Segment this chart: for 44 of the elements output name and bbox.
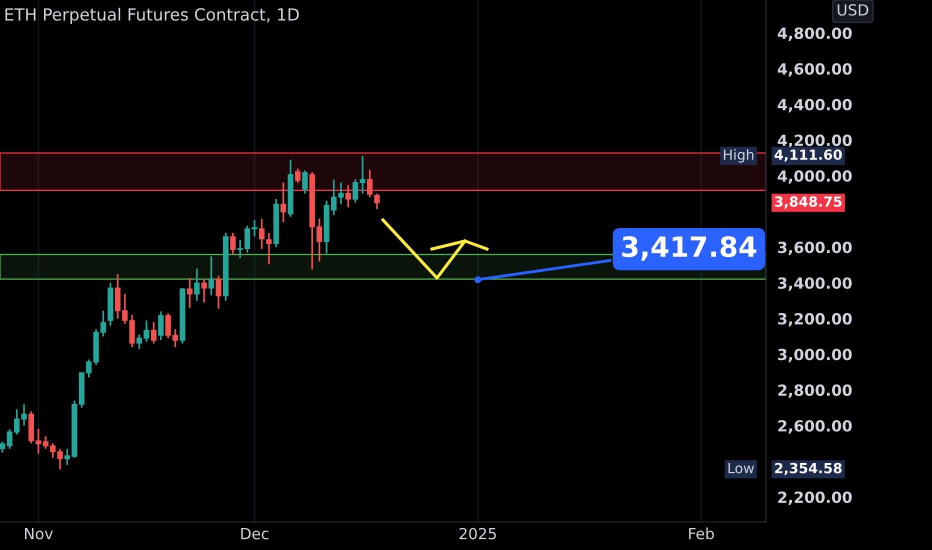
- candlestick: [302, 170, 308, 194]
- candlestick: [258, 218, 265, 250]
- text: USD: [838, 4, 868, 16]
- y-tick-label: 3,600.00: [778, 242, 852, 256]
- text: 4,111.60: [774, 149, 842, 162]
- text: 2,354.58: [775, 462, 842, 476]
- y-tick-label: 4,400.00: [778, 98, 852, 112]
- candlestick: [150, 321, 156, 344]
- annotation: Low: [728, 463, 754, 474]
- candlestick: [345, 184, 351, 208]
- candlestick: [280, 182, 286, 224]
- chart-title: ETH Perpetual Futures Contract, 1D: [5, 8, 299, 24]
- annotation: 3,417.84: [622, 236, 756, 261]
- y-tick-label: 3,200.00: [778, 313, 852, 327]
- candlestick: [208, 256, 214, 296]
- candlestick: [352, 178, 358, 204]
- candlestick: [374, 192, 380, 210]
- candlestick: [366, 168, 373, 198]
- x-tick-label: Dec: [241, 528, 268, 540]
- candlestick: [230, 232, 236, 256]
- candlestick: [129, 314, 135, 348]
- candlestick: [266, 232, 272, 266]
- y-tick-label: 4,600.00: [778, 63, 852, 77]
- y-tick-label: 3,400.00: [778, 277, 852, 291]
- y-tick-label: 4,000.00: [778, 170, 852, 184]
- x-tick-label: Feb: [689, 528, 714, 540]
- candlestick: [194, 268, 200, 302]
- y-tick-label: 3,000.00: [778, 348, 852, 362]
- y-tick-label: 2,800.00: [778, 384, 852, 398]
- candlestick: [360, 155, 366, 194]
- x-tick-label: 2025: [460, 528, 496, 540]
- candlestick: [294, 168, 301, 184]
- y-tick-label: 4,200.00: [778, 134, 852, 148]
- candlestick: [186, 277, 192, 309]
- candlestick: [216, 274, 222, 310]
- candlestick: [0, 440, 6, 454]
- x-tick-label: Nov: [25, 528, 53, 540]
- candlestick: [158, 310, 164, 341]
- y-tick-label: 2,200.00: [778, 491, 852, 505]
- y-tick-label: 2,600.00: [778, 420, 852, 434]
- y-tick-label: 4,800.00: [778, 27, 852, 41]
- text: 3,848.75: [774, 196, 842, 209]
- candlestick: [201, 278, 207, 304]
- annotation: High: [724, 149, 754, 163]
